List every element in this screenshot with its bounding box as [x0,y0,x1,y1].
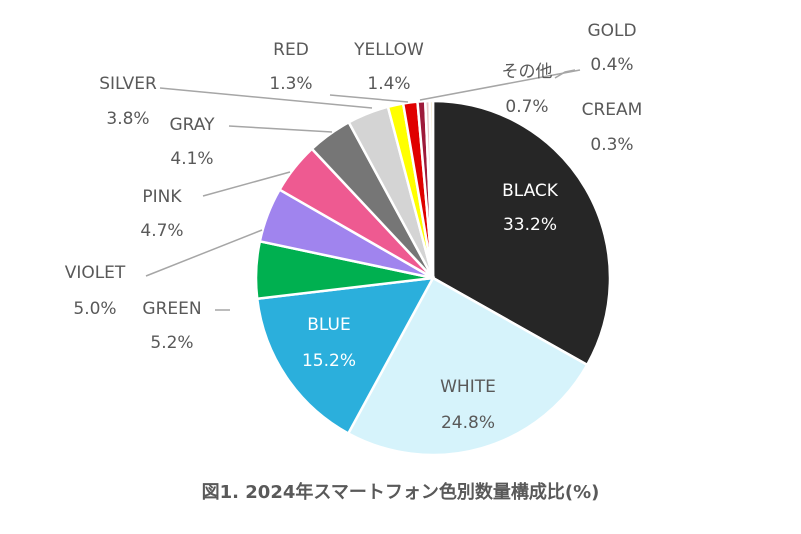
pie-slices [254,99,612,457]
slice-label-black: BLACK [502,181,559,201]
slice-value-cream: 0.3% [590,135,633,155]
chart-title: 図1. 2024年スマートフォン色別数量構成比(%) [201,482,600,503]
slice-label-blue: BLUE [307,315,350,335]
slice-labels: BLACK 33.2% WHITE 24.8% BLUE 15.2% GREEN 5.2% VI… [65,21,643,433]
slice-value-white: 24.8% [441,413,495,433]
slice-value-gold: 0.4% [590,55,633,75]
leader-line-silver [159,87,373,109]
leader-line-violet [145,229,263,277]
slice-label-pink: PINK [142,187,182,207]
leader-line-gold [419,69,581,101]
slice-label-cream: CREAM [582,100,643,120]
slice-value-blue: 15.2% [302,351,356,371]
leader-line-pink [202,171,291,197]
slice-cream [428,99,435,279]
slice-value-green: 5.2% [150,333,193,353]
slice-black [431,99,612,367]
leader-line-gray [228,125,333,133]
slice-label-other-10: その他 [502,62,553,82]
slice-value-red: 1.3% [269,74,312,94]
slice-value-pink: 4.7% [140,221,183,241]
slice-value-yellow: 1.4% [367,74,410,94]
slice-value-gray: 4.1% [170,149,213,169]
slice-label-gray: GRAY [170,115,216,135]
leader-line-other-10 [554,69,576,79]
slice-value-other-10: 0.7% [505,97,548,117]
slice-label-gold: GOLD [587,21,636,41]
slice-label-yellow: YELLOW [353,40,424,60]
leader-line-red [329,94,409,103]
slice-label-white: WHITE [440,377,496,397]
slice-blue [255,276,436,436]
slice-value-violet: 5.0% [73,299,116,319]
slice-label-violet: VIOLET [65,263,126,283]
slice-label-red: RED [273,40,309,60]
slice-white [346,276,589,457]
slice-value-silver: 3.8% [106,109,149,129]
slice-label-silver: SILVER [99,74,157,94]
slice-value-black: 33.2% [503,215,557,235]
leader-lines [145,69,581,311]
slice-label-green: GREEN [142,299,201,319]
